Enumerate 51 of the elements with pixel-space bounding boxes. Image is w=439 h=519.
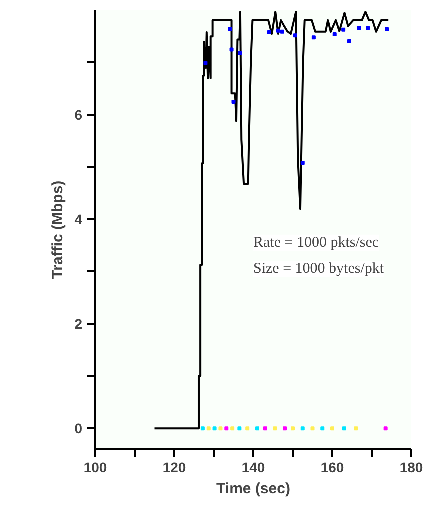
x-tick-label: 120 <box>162 460 186 476</box>
point <box>224 426 229 431</box>
point <box>206 426 211 431</box>
point <box>273 426 278 431</box>
point <box>230 48 234 52</box>
x-tick-label: 160 <box>320 460 344 476</box>
point <box>330 426 334 431</box>
line-series <box>154 11 390 430</box>
point <box>320 426 325 431</box>
point <box>310 426 315 431</box>
y-tick-label: 0 <box>74 420 83 437</box>
point <box>293 34 298 38</box>
x-tick-label: 100 <box>84 460 108 476</box>
point <box>255 426 260 431</box>
point <box>238 426 242 431</box>
y-tick-label: 6 <box>74 107 83 124</box>
point <box>267 30 272 34</box>
point <box>238 51 242 56</box>
annotation: Rate = 1000 pkts/sec <box>254 234 380 251</box>
point <box>342 28 346 32</box>
point <box>347 39 352 44</box>
point <box>283 426 288 431</box>
point <box>385 27 390 32</box>
point <box>263 426 268 431</box>
point <box>354 426 358 431</box>
x-tick-label: 140 <box>242 460 266 476</box>
point <box>300 161 305 166</box>
point <box>232 100 236 104</box>
y-axis-title: Traffic (Mbps) <box>50 180 67 280</box>
point <box>366 26 370 30</box>
annotation: Size = 1000 bytes/pkt <box>254 261 385 278</box>
point <box>280 30 284 34</box>
point <box>291 426 295 431</box>
y-tick-label: 2 <box>74 316 83 332</box>
point <box>357 26 362 30</box>
x-axis-title: Time (sec) <box>216 480 290 498</box>
point <box>384 426 388 431</box>
point <box>246 426 250 431</box>
point <box>212 426 217 431</box>
x-tick-label: 180 <box>400 460 424 476</box>
point <box>230 426 235 431</box>
point <box>218 426 223 431</box>
point <box>204 61 208 66</box>
point <box>300 426 305 431</box>
point <box>276 28 280 33</box>
point <box>228 27 232 32</box>
point <box>200 426 205 431</box>
y-tick-label: 4 <box>74 212 83 228</box>
point <box>312 36 316 40</box>
point <box>332 32 337 37</box>
point <box>342 426 346 431</box>
